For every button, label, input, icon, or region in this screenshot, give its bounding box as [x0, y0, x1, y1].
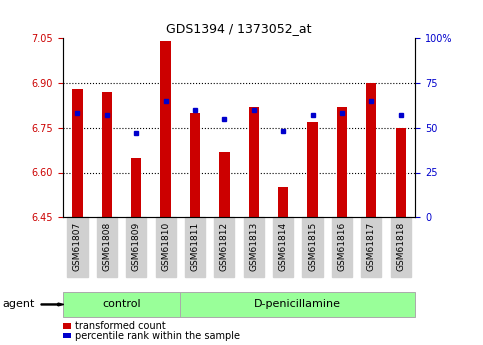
Bar — [160, 41, 171, 217]
Title: GDS1394 / 1373052_at: GDS1394 / 1373052_at — [166, 22, 312, 36]
Text: D-penicillamine: D-penicillamine — [255, 299, 341, 309]
Bar — [102, 92, 112, 217]
Bar — [396, 128, 406, 217]
Bar — [190, 113, 200, 217]
Text: percentile rank within the sample: percentile rank within the sample — [75, 331, 240, 341]
Bar — [366, 83, 376, 217]
Bar — [249, 107, 259, 217]
Bar — [219, 151, 229, 217]
Bar — [278, 187, 288, 217]
Text: transformed count: transformed count — [75, 321, 166, 331]
Bar — [337, 107, 347, 217]
Bar — [307, 122, 318, 217]
Text: agent: agent — [2, 299, 35, 309]
Bar — [131, 158, 142, 217]
Text: control: control — [102, 299, 141, 309]
Bar — [72, 89, 83, 217]
